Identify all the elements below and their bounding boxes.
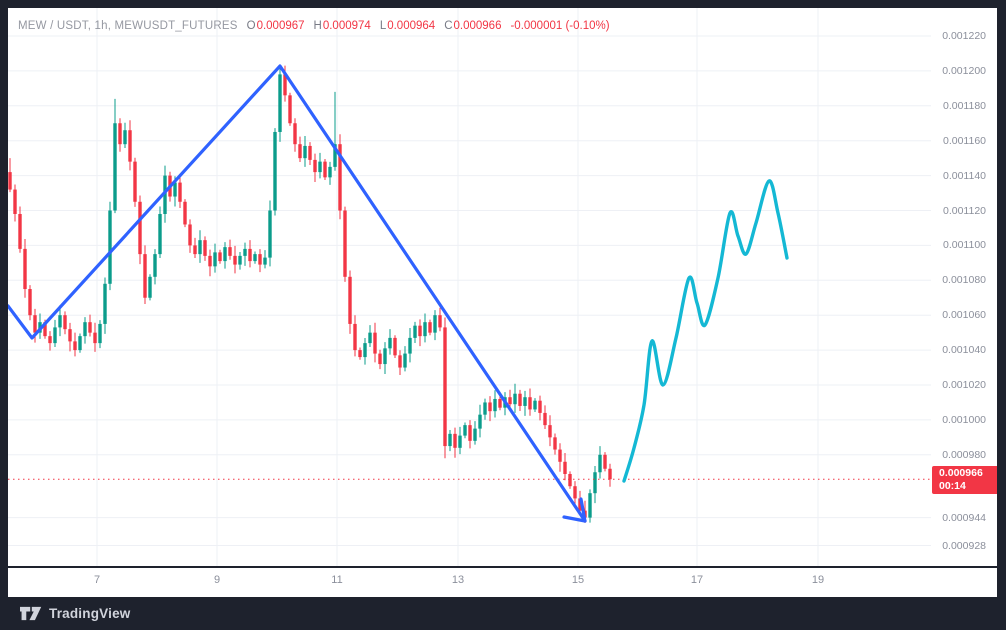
price-tick-label: 0.001040 [942, 344, 986, 357]
price-tick-label: 0.001120 [942, 204, 986, 217]
time-tick-label: 11 [331, 574, 343, 586]
price-tick-label: 0.000928 [942, 539, 986, 552]
price-tick-label: 0.001160 [942, 134, 986, 147]
price-tick-label: 0.001080 [942, 274, 986, 287]
price-tick-label: 0.001020 [942, 379, 986, 391]
symbol-ohlc-bar: MEW / USDT, 1h, MEWUSDT_FUTURES O 0.00096… [18, 18, 610, 34]
price-tick-label: 0.001140 [942, 169, 986, 182]
chart-area: MEW / USDT, 1h, MEWUSDT_FUTURES O 0.00096… [8, 8, 997, 597]
last-price-value: 0.000966 [939, 467, 983, 480]
time-tick-label: 19 [811, 574, 825, 586]
price-tick-label: 0.001220 [942, 30, 986, 42]
price-tick-label: 0.000980 [942, 448, 986, 461]
time-axis[interactable]: 7 9 11 13 15 17 19 [8, 566, 997, 597]
price-tick-label: 0.001200 [942, 64, 986, 77]
high-value: H 0.000974 [313, 20, 371, 32]
price-tick-label: 0.001180 [942, 99, 986, 112]
price-tick-label: 0.001000 [942, 413, 986, 426]
tradingview-brand-link[interactable]: TradingView [49, 606, 131, 621]
price-tick-label: 0.001100 [942, 239, 986, 252]
footer-bar: TradingView [0, 597, 1006, 630]
bar-countdown: 00:14 [939, 480, 966, 493]
time-tick-label: 13 [451, 574, 465, 586]
open-value: O 0.000967 [246, 20, 305, 32]
low-value: L 0.000964 [379, 20, 436, 32]
time-tick-label: 15 [571, 574, 585, 586]
price-axis[interactable]: 0.000966 00:14 0.001220 0.001200 0.001180 0… [931, 8, 997, 566]
time-tick-label: 9 [213, 574, 221, 586]
price-tick-label: 0.001060 [942, 309, 986, 322]
tradingview-logo-icon[interactable] [20, 606, 42, 621]
time-tick-label: 7 [93, 574, 101, 586]
price-chart-canvas[interactable] [8, 8, 931, 566]
last-price-label: 0.000966 00:14 [932, 466, 997, 495]
price-tick-label: 0.000944 [942, 511, 986, 524]
close-value: C 0.000966 [444, 20, 502, 32]
symbol-title[interactable]: MEW / USDT, 1h, MEWUSDT_FUTURES [18, 20, 238, 32]
time-tick-label: 17 [690, 574, 704, 586]
change-value: -0.000001 (-0.10%) [510, 20, 610, 32]
